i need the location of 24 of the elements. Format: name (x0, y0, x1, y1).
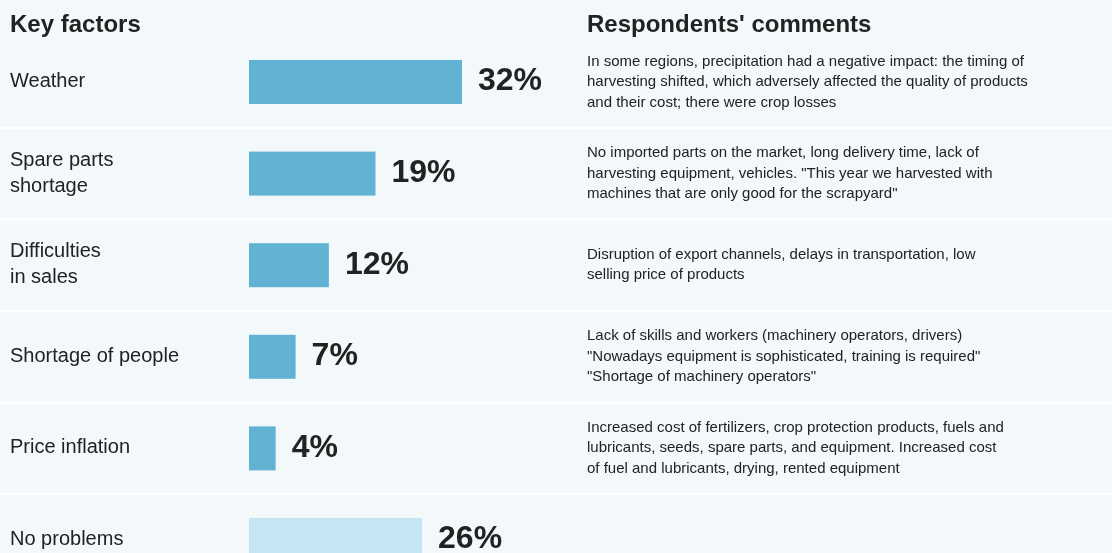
bar (249, 60, 462, 104)
y-tick-label: Weather (10, 69, 86, 92)
bar (249, 334, 296, 379)
data-label: 4% (291, 427, 338, 464)
data-label: 32% (478, 61, 543, 98)
text: No imported parts on the market, long delivery time, lack of harvesting equipment, vehicles. "This year we harvested with machines that are only good for the scrapyard" (587, 143, 993, 202)
bar (249, 243, 329, 288)
y-tick-label: Difficulties in sales (10, 239, 101, 288)
y-tick-label: Spare parts shortage (10, 147, 114, 196)
y-tick-label: No problems (10, 527, 124, 550)
bar (249, 151, 376, 196)
bar (249, 426, 276, 471)
y-tick-label: Shortage of people (10, 344, 180, 367)
data-label: 19% (391, 153, 456, 190)
y-tick-label: Price inflation (10, 435, 131, 458)
text: In some regions, precipitation had a negative impact: the timing of harvesting shifted, which adversely affected the quality of products and their cost; there were crop losses (587, 51, 1028, 110)
data-label: 26% (438, 519, 503, 553)
data-label: 7% (311, 336, 358, 373)
chart-title: Key factors (10, 10, 141, 38)
text: Lack of skills and workers (machinery operators, drivers) "Nowadays equipment is sophisticated, training is required" "Shortage of machinery operators" (587, 326, 981, 385)
text: Increased cost of fertilizers, crop protection products, fuels and lubricants, seeds, spare parts, and equipment. Increased cost of fuel and lubricants, drying, rented equipment (587, 417, 1004, 476)
text: Disruption of export channels, delays in transportation, low selling price of products (587, 244, 976, 283)
data-label: 12% (344, 244, 409, 281)
text: Respondents' comments (587, 10, 872, 38)
